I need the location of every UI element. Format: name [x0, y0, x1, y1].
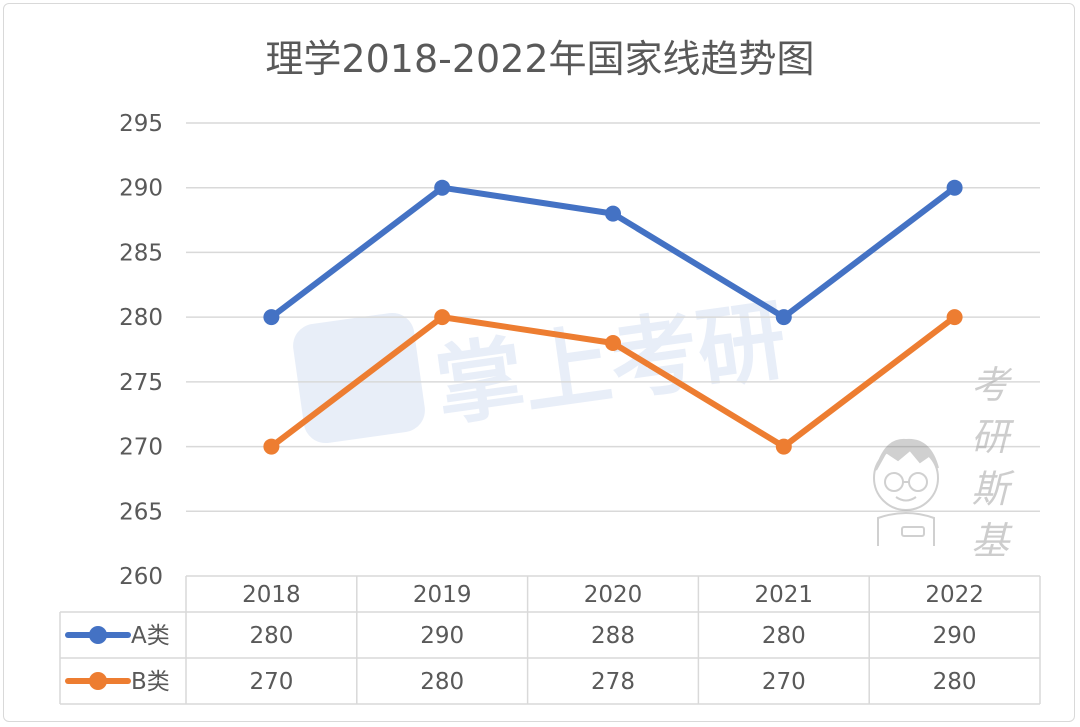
y-axis-ticks: 260 265 270 275 280 285 290 295: [119, 111, 163, 590]
brand-char: 斯: [971, 467, 1015, 511]
series-layer: [263, 179, 963, 455]
y-tick-label: 295: [119, 111, 163, 137]
y-tick-label: 290: [119, 176, 163, 202]
x-category-label: 2022: [925, 582, 984, 608]
y-tick-label: 280: [119, 305, 163, 331]
table-value-cell: 290: [933, 623, 977, 649]
legend-label: B类: [131, 669, 170, 695]
brand-char: 基: [971, 519, 1013, 563]
chart-frame: [3, 3, 1075, 722]
table-value-cell: 270: [762, 669, 806, 695]
x-category-label: 2020: [584, 582, 643, 608]
data-point: [946, 179, 963, 196]
table-value-cell: 280: [762, 623, 806, 649]
chart-title: 理学2018-2022年国家线趋势图: [265, 37, 814, 81]
legend-entry: A类: [65, 623, 170, 649]
table-value-cell: 280: [933, 669, 977, 695]
y-tick-label: 265: [119, 499, 163, 525]
data-point: [605, 205, 621, 222]
x-category-label: 2019: [413, 582, 472, 608]
brand-char: 研: [971, 415, 1015, 459]
legend-entry: B类: [65, 669, 170, 695]
table-value-cell: 270: [249, 669, 293, 695]
data-point: [263, 309, 280, 326]
brand-char: 考: [971, 363, 1013, 407]
table-value-cell: 290: [420, 623, 464, 649]
data-table: 2018 2019 2020 2021 2022 A类 280 290 288 280 290 B类 2…: [59, 575, 1041, 705]
y-tick-label: 260: [119, 564, 163, 590]
x-category-label: 2018: [242, 582, 301, 608]
data-point: [434, 309, 451, 326]
data-point: [775, 438, 792, 455]
data-point: [946, 309, 963, 326]
data-point: [605, 335, 621, 352]
x-category-label: 2021: [755, 582, 814, 608]
y-tick-label: 275: [119, 370, 163, 396]
grid-lines: [186, 122, 1040, 513]
table-value-cell: 280: [249, 623, 293, 649]
legend-label: A类: [131, 623, 170, 649]
data-point: [775, 309, 792, 326]
y-tick-label: 270: [119, 435, 163, 461]
table-value-cell: 288: [591, 623, 635, 649]
watermark-logo: 掌上考研: [293, 288, 792, 444]
y-tick-label: 285: [119, 240, 163, 266]
data-point: [263, 438, 280, 455]
data-point: [434, 179, 451, 196]
table-value-cell: 278: [591, 669, 635, 695]
mascot-watermark: [873, 438, 939, 546]
table-value-cell: 280: [420, 669, 464, 695]
